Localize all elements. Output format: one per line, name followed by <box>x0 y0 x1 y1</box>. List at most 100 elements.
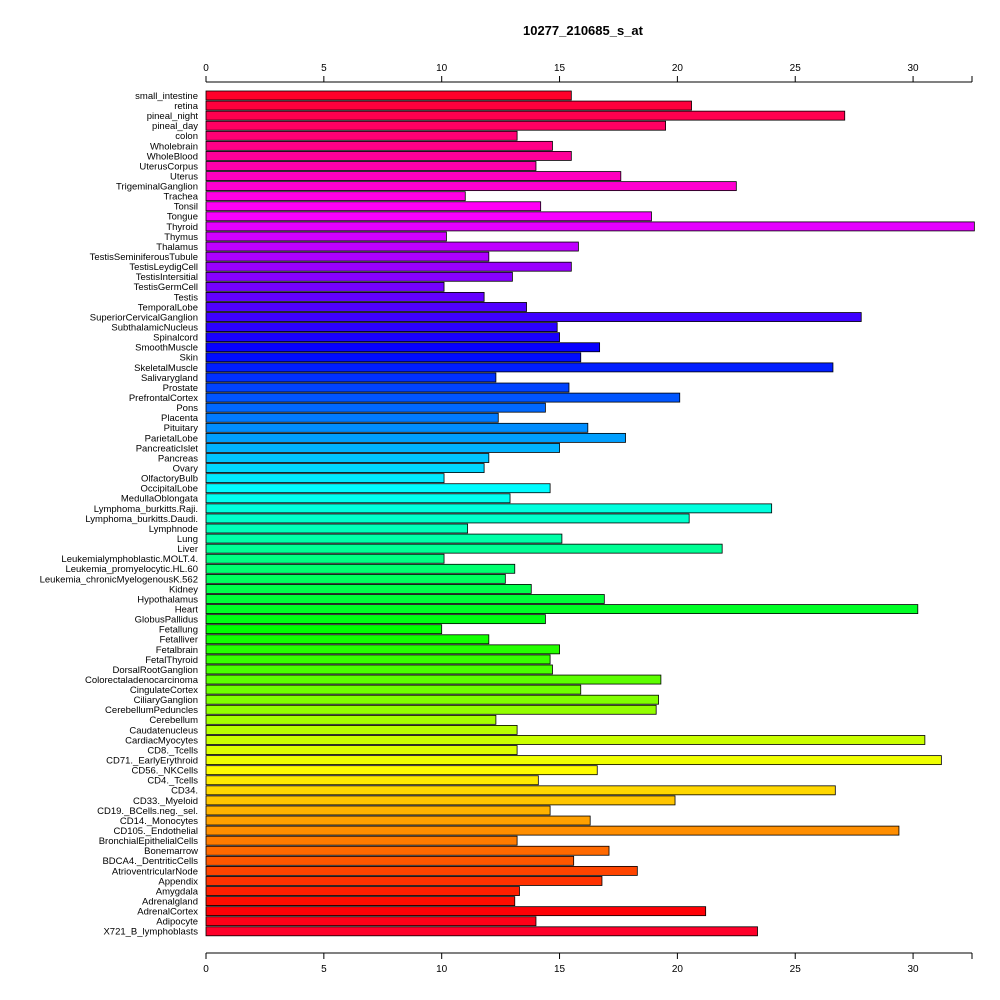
category-label: Cerebellum <box>149 715 198 726</box>
bar <box>205 926 758 937</box>
category-label: Tongue <box>167 212 198 223</box>
bar <box>205 443 560 453</box>
top-tick-label: 25 <box>790 63 802 74</box>
bar <box>205 120 667 131</box>
bar <box>205 573 506 584</box>
category-label: Adrenalgland <box>142 897 198 908</box>
bottom-tick-label: 10 <box>436 964 448 975</box>
bar <box>205 805 551 816</box>
category-label: ParietalLobe <box>145 433 198 444</box>
chart-title: 10277_210685_s_at <box>523 23 644 38</box>
bar <box>205 362 834 373</box>
category-label: Uterus <box>170 171 198 182</box>
category-label: Lung <box>177 534 198 545</box>
category-label: GlobusPallidus <box>135 615 199 626</box>
category-label: Thalamus <box>156 242 198 253</box>
category-label: Leukemia_promyelocytic.HL.60 <box>65 564 198 575</box>
bar <box>205 553 445 564</box>
bar <box>205 815 591 826</box>
bar <box>205 714 497 725</box>
category-label: AtrioventricularNode <box>112 866 198 877</box>
bar <box>205 916 537 927</box>
bar <box>205 825 900 836</box>
bar <box>205 332 560 343</box>
category-label: Pons <box>176 403 198 414</box>
bar <box>205 302 527 312</box>
category-label: TemporalLobe <box>138 302 198 313</box>
category-label: Tonsil <box>174 202 198 213</box>
bar <box>205 624 443 635</box>
category-label: CerebellumPeduncles <box>105 705 198 716</box>
category-label: DorsalRootGanglion <box>112 665 198 676</box>
bottom-tick-label: 0 <box>203 964 209 975</box>
category-label: SuperiorCervicalGanglion <box>90 312 198 323</box>
category-label: SubthalamicNucleus <box>111 323 198 334</box>
category-label: pineal_night <box>147 111 199 122</box>
bar <box>205 271 513 282</box>
bar <box>205 352 582 363</box>
category-label: TrigeminalGanglion <box>116 182 198 193</box>
category-label: TestisGermCell <box>134 282 198 293</box>
category-label: Leukemialymphoblastic.MOLT.4. <box>61 554 198 565</box>
bar <box>205 704 657 715</box>
bar <box>205 241 579 252</box>
category-label: FetalThyroid <box>145 655 198 666</box>
bar <box>205 785 836 796</box>
category-label: CD4._Tcells <box>147 776 198 787</box>
bar <box>205 191 466 202</box>
bar <box>205 483 551 494</box>
category-label: AdrenalCortex <box>137 907 198 918</box>
category-label: TestisIntersitial <box>136 272 198 283</box>
bottom-x-axis: 0 5 10 15 20 25 30 <box>203 952 973 975</box>
bar <box>205 140 553 151</box>
category-label: Placenta <box>161 413 199 424</box>
bottom-tick-label: 20 <box>672 964 684 975</box>
category-label: Adipocyte <box>156 917 198 928</box>
category-label: CD34. <box>171 786 198 797</box>
category-label: Lymphoma_burkitts.Daudi. <box>85 514 198 525</box>
bar <box>205 493 511 504</box>
bar <box>205 221 975 232</box>
bar <box>205 745 518 755</box>
category-label: Fetallung <box>159 625 198 636</box>
category-label: Salivarygland <box>141 373 198 384</box>
category-label: CardiacMyocytes <box>125 735 198 746</box>
category-label: Liver <box>177 544 198 555</box>
bar <box>205 896 516 906</box>
bar <box>205 473 445 484</box>
bottom-tick-label: 30 <box>908 964 920 975</box>
bar <box>205 161 537 171</box>
bar <box>205 654 551 665</box>
top-x-axis: 0 5 10 15 20 25 30 <box>203 63 973 83</box>
category-label: Prostate <box>163 383 198 394</box>
bar <box>205 584 532 594</box>
bar <box>205 775 539 786</box>
category-label: Pituitary <box>164 423 199 434</box>
bar <box>205 694 659 705</box>
bar <box>205 382 570 393</box>
category-label: CD105._Endothelial <box>113 826 198 837</box>
bar <box>205 412 499 423</box>
category-label: Appendix <box>158 876 198 887</box>
category-label: X721_B_lymphoblasts <box>103 927 198 938</box>
category-label: Trachea <box>164 192 199 203</box>
bar <box>205 725 518 735</box>
category-label: SkeletalMuscle <box>134 363 198 374</box>
category-label: Heart <box>175 604 199 615</box>
category-label: Fetalliver <box>159 635 198 646</box>
category-label: small_intestine <box>135 91 198 102</box>
bar <box>205 372 497 383</box>
bar <box>205 886 520 896</box>
bar <box>205 604 919 614</box>
category-label: UterusCorpus <box>139 161 198 172</box>
bar <box>205 171 622 181</box>
category-label: colon <box>175 131 198 142</box>
category-label: PancreaticIslet <box>136 443 199 454</box>
bar <box>205 261 572 272</box>
category-label: Pancreas <box>158 453 198 464</box>
bar <box>205 735 926 745</box>
category-label: TestisSeminiferousTubule <box>90 252 198 263</box>
category-label: Hypothalamus <box>137 594 198 605</box>
bar <box>205 614 546 625</box>
